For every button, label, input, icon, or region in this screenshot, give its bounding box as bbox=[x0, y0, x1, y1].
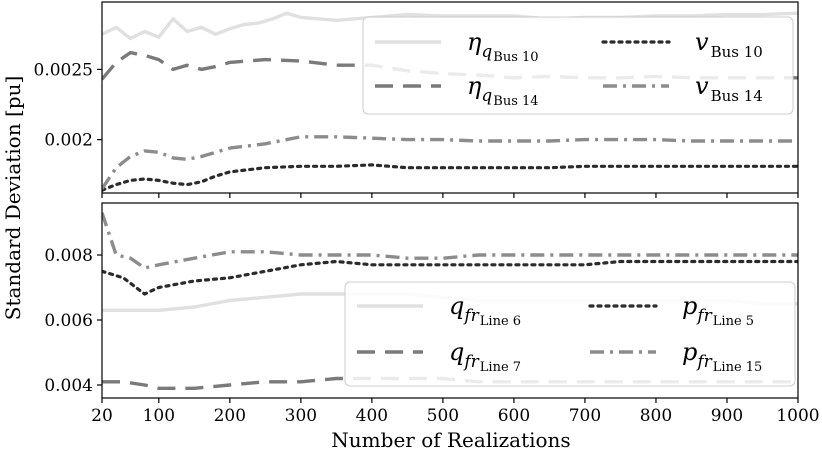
legend-label: pfrLine 5 bbox=[682, 292, 754, 329]
x-tick-label: 20 bbox=[91, 406, 113, 426]
y-tick-label: 0.008 bbox=[44, 246, 93, 266]
x-tick-label: 100 bbox=[143, 406, 175, 426]
plot-frame-bottom bbox=[101, 202, 799, 399]
y-tick-label: 0.004 bbox=[44, 376, 93, 396]
legend-label: ηqBus 10 bbox=[467, 28, 539, 65]
legend-box bbox=[362, 16, 794, 115]
x-tick-label: 1000 bbox=[776, 406, 819, 426]
x-tick-label: 600 bbox=[498, 406, 530, 426]
x-tick-label: 400 bbox=[356, 406, 388, 426]
legend-label: ηqBus 14 bbox=[467, 72, 539, 109]
plot-frame-top bbox=[101, 1, 799, 194]
chart-panels: 0.002 0.0025 ηqBus 10 ηqBus 14 v Bus 10 v Bus 1… bbox=[34, 1, 820, 426]
series-line-bottom-2 bbox=[102, 259, 798, 296]
series-line-top-3 bbox=[102, 135, 798, 190]
y-tick-label: 0.002 bbox=[44, 131, 93, 151]
x-tick-label: 200 bbox=[214, 406, 246, 426]
legend-label: qfrLine 7 bbox=[449, 338, 521, 375]
x-tick-label: 500 bbox=[427, 406, 459, 426]
x-tick-label: 900 bbox=[711, 406, 743, 426]
panel-bottom: 0.004 0.006 0.008 20 100 200 300 400 500 600 700 80… bbox=[44, 202, 820, 426]
series-line-bottom-3 bbox=[102, 212, 798, 270]
legend-bottom: qfrLine 6 qfrLine 7 pfrLine 5 pfrLine 15 bbox=[344, 281, 796, 387]
y-axis-label: Standard Deviation [pu] bbox=[1, 76, 25, 320]
x-tick-label: 300 bbox=[285, 406, 317, 426]
x-tick-label: 700 bbox=[569, 406, 601, 426]
panel-top: 0.002 0.0025 ηqBus 10 ηqBus 14 v Bus 10 v Bus 1… bbox=[34, 1, 799, 198]
y-tick-label: 0.006 bbox=[44, 311, 93, 331]
legend-label: pfrLine 15 bbox=[682, 338, 762, 375]
legend-label: qfrLine 6 bbox=[449, 292, 521, 329]
y-tick-label: 0.0025 bbox=[34, 60, 93, 80]
legend-label: v Bus 14 bbox=[695, 72, 763, 105]
legend-top: ηqBus 10 ηqBus 14 v Bus 10 v Bus 14 bbox=[362, 16, 794, 115]
legend-box bbox=[344, 281, 796, 387]
series-line-top-2 bbox=[102, 163, 798, 192]
x-tick-label: 800 bbox=[640, 406, 672, 426]
legend-label: v Bus 10 bbox=[695, 28, 763, 61]
x-axis-label: Number of Realizations bbox=[331, 428, 570, 450]
